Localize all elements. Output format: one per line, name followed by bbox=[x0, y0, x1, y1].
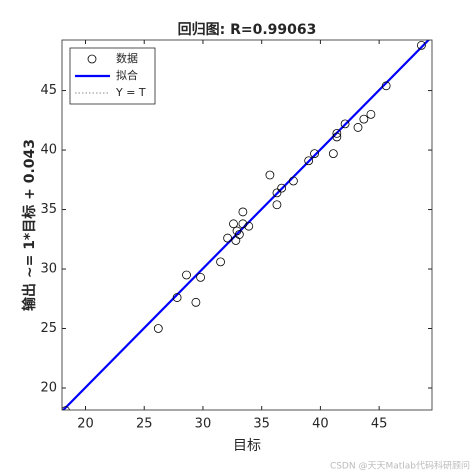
data-point bbox=[277, 183, 287, 193]
data-point bbox=[332, 132, 342, 142]
data-point bbox=[216, 257, 225, 267]
data-point bbox=[304, 156, 314, 166]
data-point bbox=[265, 170, 275, 180]
x-tick-label: 20 bbox=[77, 417, 94, 432]
plot-area bbox=[62, 40, 431, 410]
data-point bbox=[353, 123, 363, 132]
y-axis-label: 输出 ~= 1*目标 + 0.043 bbox=[21, 139, 38, 311]
watermark: CSDN @天天Matlab代码科研顾问 bbox=[330, 460, 470, 472]
data-point bbox=[417, 40, 426, 50]
data-point bbox=[234, 230, 244, 239]
data-point bbox=[153, 324, 163, 333]
data-point bbox=[196, 272, 206, 282]
x-tick-label: 40 bbox=[312, 417, 329, 432]
data-point bbox=[288, 176, 298, 186]
data-point bbox=[272, 188, 282, 198]
data-point bbox=[238, 219, 248, 229]
data-point bbox=[272, 200, 282, 210]
data-point bbox=[191, 297, 201, 307]
data-point bbox=[182, 270, 191, 280]
legend-label: 拟合 bbox=[116, 68, 138, 82]
legend-label: Y = T bbox=[115, 86, 146, 99]
data-point bbox=[366, 109, 376, 119]
x-tick-label: 25 bbox=[136, 417, 153, 432]
axes-box bbox=[61, 39, 433, 411]
x-tick-label: 45 bbox=[371, 417, 388, 432]
legend-label: 数据 bbox=[116, 51, 138, 65]
data-point bbox=[310, 149, 319, 159]
y-tick-label: 30 bbox=[40, 262, 57, 277]
y-tick-label: 40 bbox=[40, 143, 57, 158]
data-point bbox=[223, 233, 233, 243]
data-point bbox=[244, 221, 254, 231]
data-point bbox=[238, 207, 248, 217]
data-point bbox=[359, 114, 369, 124]
data-point bbox=[332, 128, 342, 138]
x-tick-label: 30 bbox=[195, 417, 212, 432]
y-tick-label: 35 bbox=[40, 202, 57, 217]
x-axis-label: 目标 bbox=[233, 438, 261, 454]
data-point bbox=[340, 119, 350, 129]
x-tick-label: 35 bbox=[253, 417, 270, 432]
data-point bbox=[328, 149, 338, 159]
y-tick-label: 45 bbox=[40, 83, 57, 98]
data-point bbox=[172, 293, 182, 302]
legend-marker bbox=[87, 54, 97, 64]
y-tick-label: 25 bbox=[40, 321, 57, 336]
data-point bbox=[381, 81, 391, 91]
y-tick-label: 20 bbox=[40, 380, 57, 395]
data-point bbox=[229, 219, 238, 229]
chart-title: 回归图: R=0.99063 bbox=[178, 21, 317, 38]
data-point bbox=[62, 406, 70, 410]
